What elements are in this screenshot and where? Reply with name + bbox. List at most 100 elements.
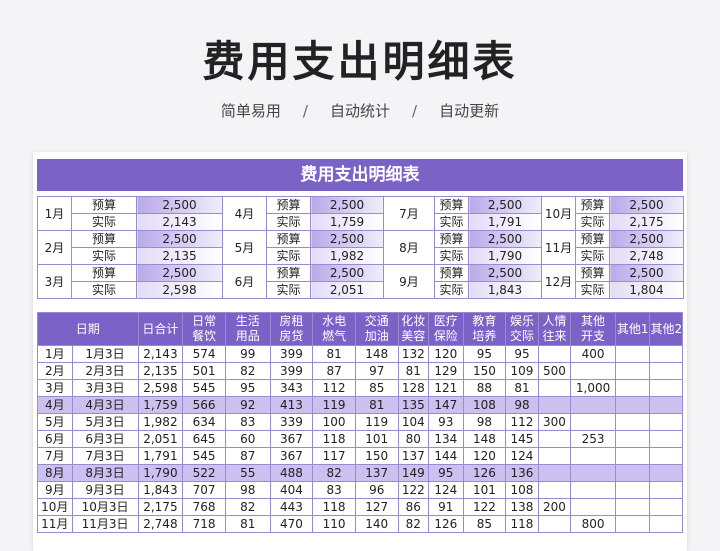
table-cell[interactable]: 399 [269, 345, 314, 363]
table-cell[interactable]: 96 [354, 481, 399, 499]
table-cell[interactable]: 95 [428, 464, 464, 482]
table-cell[interactable]: 101 [462, 481, 507, 499]
table-cell[interactable]: 343 [269, 379, 314, 397]
table-cell[interactable]: 2,143 [137, 345, 184, 363]
table-cell[interactable]: 81 [354, 396, 399, 414]
table-cell[interactable]: 127 [354, 498, 399, 516]
table-cell[interactable]: 88 [462, 379, 507, 397]
table-cell[interactable]: 85 [462, 515, 507, 533]
table-cell[interactable] [614, 430, 651, 448]
table-cell[interactable] [570, 396, 616, 414]
table-cell[interactable]: 132 [397, 345, 430, 363]
table-cell[interactable]: 566 [182, 396, 226, 414]
budget-value[interactable]: 2,500 [609, 230, 684, 248]
table-cell[interactable]: 2,748 [137, 515, 184, 533]
table-cell[interactable] [649, 430, 683, 448]
table-cell[interactable]: 108 [505, 481, 539, 499]
table-cell[interactable]: 87 [224, 447, 271, 465]
table-cell[interactable]: 634 [182, 413, 226, 431]
table-cell[interactable] [570, 447, 616, 465]
table-cell[interactable] [614, 362, 651, 380]
table-cell[interactable] [614, 515, 651, 533]
table-cell[interactable]: 124 [505, 447, 539, 465]
table-cell[interactable]: 121 [428, 379, 464, 397]
table-cell[interactable]: 367 [269, 447, 314, 465]
table-cell[interactable] [649, 447, 683, 465]
table-cell[interactable] [649, 413, 683, 431]
table-cell[interactable] [614, 396, 651, 414]
table-cell[interactable]: 500 [537, 362, 572, 380]
table-cell[interactable] [537, 430, 572, 448]
table-cell[interactable]: 82 [312, 464, 356, 482]
table-cell[interactable]: 82 [224, 498, 271, 516]
budget-value[interactable]: 2,500 [310, 196, 384, 214]
table-cell[interactable]: 110 [312, 515, 356, 533]
table-cell[interactable]: 2,051 [137, 430, 184, 448]
table-cell[interactable]: 800 [570, 515, 616, 533]
table-cell[interactable] [537, 464, 572, 482]
table-cell[interactable]: 488 [269, 464, 314, 482]
table-cell[interactable]: 1,791 [137, 447, 184, 465]
table-cell[interactable] [537, 481, 572, 499]
table-cell[interactable]: 122 [397, 481, 430, 499]
table-cell[interactable]: 147 [428, 396, 464, 414]
table-cell[interactable]: 118 [505, 515, 539, 533]
budget-value[interactable]: 2,500 [310, 264, 384, 282]
table-cell[interactable]: 140 [354, 515, 399, 533]
table-cell[interactable]: 137 [397, 447, 430, 465]
table-cell[interactable]: 501 [182, 362, 226, 380]
table-cell[interactable]: 118 [312, 430, 356, 448]
table-cell[interactable] [537, 345, 572, 363]
table-cell[interactable]: 129 [428, 362, 464, 380]
table-cell[interactable] [614, 464, 651, 482]
table-cell[interactable] [614, 345, 651, 363]
table-cell[interactable]: 81 [505, 379, 539, 397]
table-cell[interactable]: 768 [182, 498, 226, 516]
table-cell[interactable]: 1,790 [137, 464, 184, 482]
table-cell[interactable]: 93 [428, 413, 464, 431]
table-cell[interactable]: 119 [312, 396, 356, 414]
table-cell[interactable]: 118 [312, 498, 356, 516]
table-cell[interactable]: 98 [505, 396, 539, 414]
table-cell[interactable]: 148 [462, 430, 507, 448]
table-cell[interactable]: 122 [462, 498, 507, 516]
table-cell[interactable]: 718 [182, 515, 226, 533]
table-cell[interactable]: 81 [224, 515, 271, 533]
table-cell[interactable]: 1,843 [137, 481, 184, 499]
table-cell[interactable]: 128 [397, 379, 430, 397]
table-cell[interactable]: 2,135 [137, 362, 184, 380]
table-cell[interactable]: 200 [537, 498, 572, 516]
table-cell[interactable]: 82 [224, 362, 271, 380]
table-cell[interactable]: 101 [354, 430, 399, 448]
table-cell[interactable]: 112 [505, 413, 539, 431]
table-cell[interactable] [649, 481, 683, 499]
table-cell[interactable]: 574 [182, 345, 226, 363]
table-cell[interactable]: 126 [462, 464, 507, 482]
table-cell[interactable]: 95 [462, 345, 507, 363]
table-cell[interactable]: 399 [269, 362, 314, 380]
table-cell[interactable]: 707 [182, 481, 226, 499]
table-cell[interactable] [649, 464, 683, 482]
table-cell[interactable] [649, 498, 683, 516]
table-cell[interactable]: 91 [428, 498, 464, 516]
table-cell[interactable]: 98 [462, 413, 507, 431]
table-cell[interactable] [537, 396, 572, 414]
table-cell[interactable]: 83 [312, 481, 356, 499]
table-cell[interactable]: 124 [428, 481, 464, 499]
table-cell[interactable] [614, 447, 651, 465]
table-cell[interactable] [570, 498, 616, 516]
table-cell[interactable] [570, 362, 616, 380]
table-cell[interactable] [614, 413, 651, 431]
table-cell[interactable]: 120 [462, 447, 507, 465]
table-cell[interactable]: 97 [354, 362, 399, 380]
table-cell[interactable]: 545 [182, 447, 226, 465]
table-cell[interactable]: 1,982 [137, 413, 184, 431]
table-cell[interactable]: 470 [269, 515, 314, 533]
table-cell[interactable]: 126 [428, 515, 464, 533]
table-cell[interactable] [537, 447, 572, 465]
table-cell[interactable]: 81 [397, 362, 430, 380]
table-cell[interactable]: 98 [224, 481, 271, 499]
budget-value[interactable]: 2,500 [136, 264, 223, 282]
table-cell[interactable]: 55 [224, 464, 271, 482]
table-cell[interactable] [649, 396, 683, 414]
